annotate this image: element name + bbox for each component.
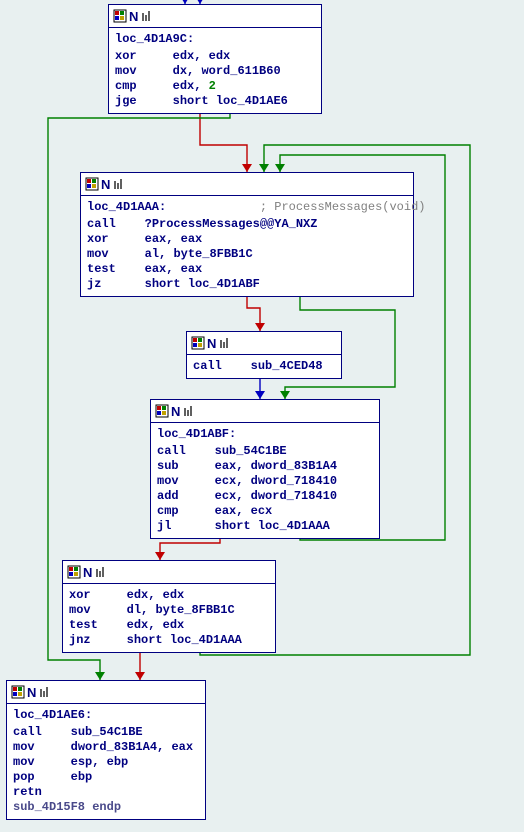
asm-line: mov esp, ebp	[13, 755, 199, 770]
node-header: N	[151, 400, 379, 423]
disasm-node[interactable]: N loc_4D1AE6:call sub_54C1BEmov dword_83…	[6, 680, 206, 820]
header-label: N	[207, 336, 216, 351]
asm-line: mov ecx, dword_718410	[157, 474, 373, 489]
bars-icon	[140, 9, 154, 23]
bars-icon	[94, 565, 108, 579]
asm-line: cmp edx, 2	[115, 79, 315, 94]
node-header: N	[63, 561, 275, 584]
asm-line: sub eax, dword_83B1A4	[157, 459, 373, 474]
asm-line: xor edx, edx	[69, 588, 269, 603]
bars-icon	[38, 685, 52, 699]
window-icon	[113, 9, 127, 23]
asm-line: retn	[13, 785, 199, 800]
asm-line: call sub_4CED48	[193, 359, 335, 374]
block-label: loc_4D1A9C:	[115, 32, 315, 47]
window-icon	[67, 565, 81, 579]
block-label: loc_4D1ABF:	[157, 427, 373, 442]
asm-line: jz short loc_4D1ABF	[87, 277, 407, 292]
node-header: N	[109, 5, 321, 28]
window-icon	[85, 177, 99, 191]
arrowhead	[275, 164, 285, 172]
arrowhead	[95, 672, 105, 680]
endp-line: sub_4D15F8 endp	[13, 800, 199, 815]
asm-line: xor edx, edx	[115, 49, 315, 64]
node-header: N	[81, 173, 413, 196]
asm-line: xor eax, eax	[87, 232, 407, 247]
bars-icon	[112, 177, 126, 191]
disasm-node[interactable]: N loc_4D1A9C:xor edx, edxmov dx, word_61…	[108, 4, 322, 114]
header-label: N	[129, 9, 138, 24]
node-body: call sub_4CED48	[187, 355, 341, 378]
node-body: loc_4D1ABF:call sub_54C1BEsub eax, dword…	[151, 423, 379, 538]
window-icon	[191, 336, 205, 350]
asm-line: add ecx, dword_718410	[157, 489, 373, 504]
arrowhead	[255, 323, 265, 331]
asm-line: jnz short loc_4D1AAA	[69, 633, 269, 648]
arrowhead	[280, 391, 290, 399]
arrowhead	[135, 672, 145, 680]
asm-line: mov dl, byte_8FBB1C	[69, 603, 269, 618]
asm-line: call sub_54C1BE	[13, 725, 199, 740]
node-header: N	[187, 332, 341, 355]
header-label: N	[27, 685, 36, 700]
block-label: loc_4D1AE6:	[13, 708, 199, 723]
arrowhead	[242, 164, 252, 172]
disasm-node[interactable]: N loc_4D1AAA: ; ProcessMessages(void) cal…	[80, 172, 414, 297]
asm-line: mov dx, word_611B60	[115, 64, 315, 79]
header-label: N	[171, 404, 180, 419]
node-body: loc_4D1AE6:call sub_54C1BEmov dword_83B1…	[7, 704, 205, 819]
asm-line: cmp eax, ecx	[157, 504, 373, 519]
arrowhead	[255, 391, 265, 399]
arrowhead	[259, 164, 269, 172]
header-label: N	[101, 177, 110, 192]
asm-line: call ?ProcessMessages@@YA_NXZ	[87, 217, 407, 232]
disasm-node[interactable]: N loc_4D1ABF:call sub_54C1BEsub eax, dwo…	[150, 399, 380, 539]
asm-line: jge short loc_4D1AE6	[115, 94, 315, 109]
asm-line: mov dword_83B1A4, eax	[13, 740, 199, 755]
node-body: loc_4D1AAA: ; ProcessMessages(void) call …	[81, 196, 413, 296]
window-icon	[11, 685, 25, 699]
window-icon	[155, 404, 169, 418]
asm-line: pop ebp	[13, 770, 199, 785]
asm-line: test edx, edx	[69, 618, 269, 633]
asm-line: jl short loc_4D1AAA	[157, 519, 373, 534]
bars-icon	[218, 336, 232, 350]
node-body: loc_4D1A9C:xor edx, edxmov dx, word_611B…	[109, 28, 321, 113]
node-body: xor edx, edxmov dl, byte_8FBB1Ctest edx,…	[63, 584, 275, 652]
asm-line: mov al, byte_8FBB1C	[87, 247, 407, 262]
asm-line: call sub_54C1BE	[157, 444, 373, 459]
bars-icon	[182, 404, 196, 418]
asm-line: test eax, eax	[87, 262, 407, 277]
header-label: N	[83, 565, 92, 580]
disasm-node[interactable]: N call sub_4CED48	[186, 331, 342, 379]
disasm-node[interactable]: N xor edx, edxmov dl, byte_8FBB1Ctest ed…	[62, 560, 276, 653]
arrowhead	[155, 552, 165, 560]
node-header: N	[7, 681, 205, 704]
block-label: loc_4D1AAA: ; ProcessMessages(void)	[87, 200, 407, 215]
